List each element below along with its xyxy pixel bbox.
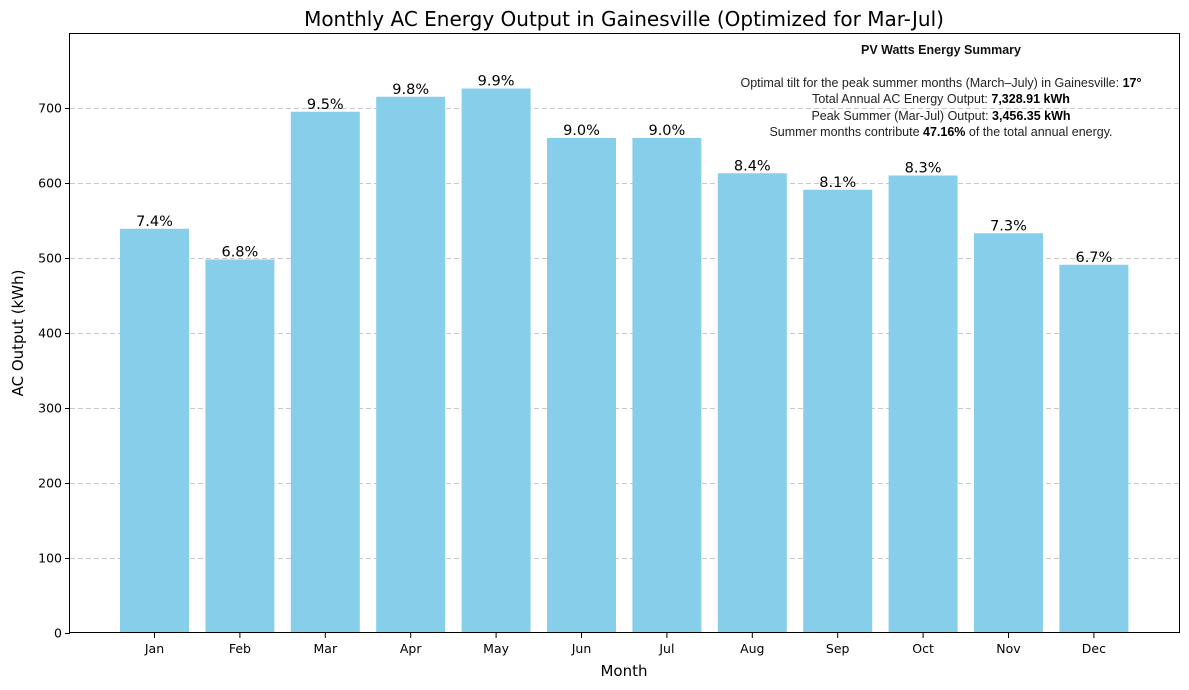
x-tick-label: May: [483, 641, 509, 656]
x-tick-label: Sep: [826, 641, 850, 656]
bar-value-labels: 7.4% 6.8% 9.5% 9.8% 9.9% 9.0% 9.0% 8.4% 8.1% 8.3%…: [136, 74, 1112, 266]
y-tick-label: 600: [38, 176, 62, 191]
bar-value-label: 8.4%: [734, 158, 771, 174]
bar-nov: [974, 233, 1043, 633]
chart-title: Monthly AC Energy Output in Gainesville …: [304, 7, 944, 31]
bar-value-label: 9.0%: [648, 123, 685, 139]
energy-summary-annotation: PV Watts Energy Summary Optimal tilt for…: [715, 42, 1167, 141]
bar-value-label: 9.0%: [563, 123, 600, 139]
bar-mar: [290, 111, 360, 633]
bar-value-label: 9.8%: [392, 82, 429, 98]
bar-value-label: 7.4%: [136, 214, 173, 230]
bar-value-label: 8.1%: [819, 175, 856, 191]
bar-apr: [376, 96, 446, 633]
y-tick-label: 400: [38, 326, 62, 341]
bar-sep: [803, 189, 873, 633]
y-axis: 0 100 200 300 400 500 600 700: [38, 101, 70, 641]
x-tick-label: Jul: [658, 641, 674, 656]
summary-contribution: Summer months contribute 47.16% of the t…: [769, 125, 1113, 139]
x-tick-label: Oct: [912, 641, 934, 656]
bar-feb: [205, 259, 275, 633]
x-tick-label: Feb: [229, 641, 251, 656]
y-tick-label: 700: [38, 101, 62, 116]
bar-value-label: 9.9%: [478, 74, 515, 90]
x-tick-label: Dec: [1082, 641, 1106, 656]
x-axis: Jan Feb Mar Apr May Jun Jul Aug Sep Oct Nov Dec: [144, 633, 1106, 656]
bars: [120, 88, 1129, 633]
summary-title: PV Watts Energy Summary: [860, 43, 1021, 57]
bar-value-label: 6.8%: [221, 245, 258, 261]
y-axis-label: AC Output (kWh): [9, 270, 27, 397]
x-tick-label: Jun: [571, 641, 592, 656]
y-tick-label: 200: [38, 476, 62, 491]
bar-value-label: 6.7%: [1075, 250, 1112, 266]
bar-jan: [120, 228, 189, 633]
y-tick-label: 500: [38, 251, 62, 266]
summary-peak-output: Peak Summer (Mar-Jul) Output: 3,456.35 k…: [811, 108, 1071, 123]
x-tick-label: Mar: [314, 641, 338, 656]
bar-dec: [1059, 264, 1129, 633]
y-tick-label: 300: [38, 401, 62, 416]
summary-optimal-tilt: Optimal tilt for the peak summer months …: [740, 75, 1142, 90]
x-tick-label: Aug: [740, 641, 764, 656]
bar-oct: [888, 175, 958, 633]
bar-jun: [547, 138, 616, 633]
bar-value-label: 9.5%: [307, 97, 344, 113]
y-tick-label: 100: [38, 551, 62, 566]
summary-total-output: Total Annual AC Energy Output: 7,328.91 …: [812, 92, 1070, 106]
x-tick-label: Jan: [144, 641, 164, 656]
bar-aug: [717, 173, 787, 633]
x-axis-label: Month: [600, 662, 647, 680]
bar-value-label: 7.3%: [990, 218, 1027, 234]
y-tick-label: 0: [54, 626, 62, 641]
bar-may: [461, 88, 531, 633]
bar-value-label: 8.3%: [905, 161, 942, 177]
x-tick-label: Apr: [400, 641, 422, 656]
x-tick-label: Nov: [996, 641, 1021, 656]
bar-jul: [632, 138, 702, 633]
